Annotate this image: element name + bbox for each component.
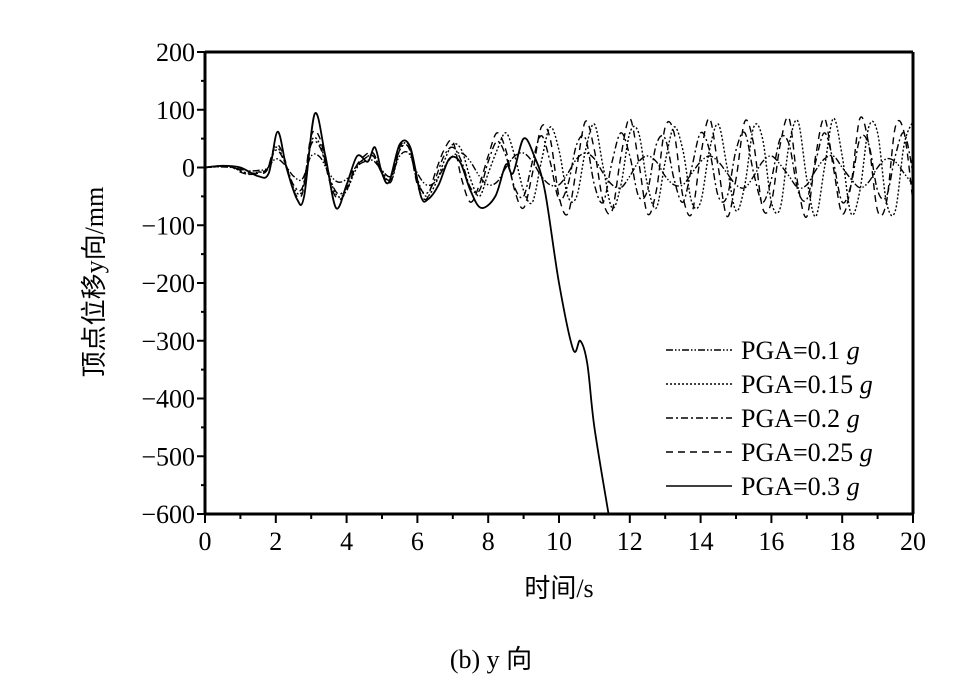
ticks: 0 2 4 6 8 10 12 14 16 18 20 200 100 0 −100 −200 −300 −400… bbox=[141, 38, 926, 556]
legend-label-3: PGA=0.25 g bbox=[741, 438, 873, 467]
y-tick-label: −400 bbox=[141, 385, 195, 414]
legend-label-1: PGA=0.15 g bbox=[741, 370, 873, 399]
y-tick-label: 100 bbox=[156, 96, 195, 125]
figure-caption: (b) y 向 bbox=[450, 645, 532, 674]
y-tick-label: −200 bbox=[141, 269, 195, 298]
x-tick-label: 2 bbox=[269, 527, 282, 556]
x-tick-label: 4 bbox=[340, 527, 353, 556]
x-tick-label: 18 bbox=[829, 527, 855, 556]
y-tick-label: −300 bbox=[141, 327, 195, 356]
series-line-4 bbox=[205, 112, 610, 514]
legend-label-text: PGA=0.15 bbox=[741, 370, 860, 399]
series-line-3 bbox=[205, 116, 913, 218]
x-tick-label: 12 bbox=[617, 527, 643, 556]
x-tick-label: 6 bbox=[411, 527, 424, 556]
series-line-0 bbox=[205, 150, 913, 189]
legend-label-text: PGA=0.2 bbox=[741, 404, 847, 433]
x-tick-label: 8 bbox=[482, 527, 495, 556]
x-tick-label: 14 bbox=[688, 527, 714, 556]
legend-label-0: PGA=0.1 g bbox=[741, 336, 860, 365]
legend-unit: g bbox=[847, 336, 860, 365]
x-tick-label: 10 bbox=[546, 527, 572, 556]
x-tick-label: 16 bbox=[758, 527, 784, 556]
legend-label-text: PGA=0.1 bbox=[741, 336, 847, 365]
y-tick-label: −600 bbox=[141, 500, 195, 529]
legend-unit: g bbox=[847, 404, 860, 433]
y-tick-label: −100 bbox=[141, 211, 195, 240]
legend-unit: g bbox=[860, 438, 873, 467]
legend-unit: g bbox=[847, 472, 860, 501]
legend-label-4: PGA=0.3 g bbox=[741, 472, 860, 501]
x-axis-title: 时间/s bbox=[524, 574, 593, 603]
legend-label-2: PGA=0.2 g bbox=[741, 404, 860, 433]
legend-unit: g bbox=[860, 370, 873, 399]
y-tick-label: −500 bbox=[141, 442, 195, 471]
x-tick-label: 20 bbox=[900, 527, 926, 556]
legend-label-text: PGA=0.25 bbox=[741, 438, 860, 467]
legend-label-text: PGA=0.3 bbox=[741, 472, 847, 501]
series-layer bbox=[205, 112, 913, 514]
y-tick-label: 0 bbox=[182, 154, 195, 183]
y-axis-title: 顶点位移y向/mm bbox=[80, 187, 109, 378]
y-tick-label: 200 bbox=[156, 38, 195, 67]
x-tick-label: 0 bbox=[199, 527, 212, 556]
